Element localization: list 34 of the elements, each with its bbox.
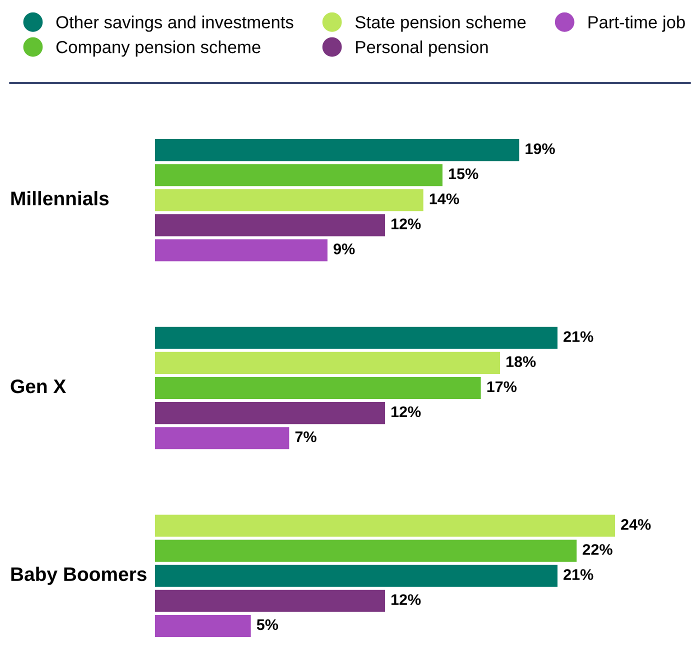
bar bbox=[155, 214, 385, 236]
data-label: 21% bbox=[564, 331, 594, 342]
y-tick-label: Baby Boomers bbox=[11, 566, 146, 585]
bar bbox=[155, 326, 558, 349]
data-label: 21% bbox=[564, 569, 594, 580]
data-label: 19% bbox=[526, 143, 555, 154]
data-label: 7% bbox=[295, 431, 316, 442]
y-tick-label: Gen X bbox=[10, 379, 66, 394]
bar bbox=[155, 139, 520, 162]
bar bbox=[155, 590, 385, 612]
data-label: 15% bbox=[449, 168, 478, 180]
legend-label: Part-time job bbox=[588, 16, 685, 32]
legend-label: Other savings and investments bbox=[56, 16, 294, 32]
bar bbox=[155, 164, 442, 186]
bar bbox=[155, 540, 577, 562]
legend-label: Personal pension bbox=[356, 40, 488, 57]
data-label: 22% bbox=[582, 544, 612, 555]
bar bbox=[155, 614, 251, 637]
data-label: 14% bbox=[430, 193, 460, 204]
data-label: 12% bbox=[392, 594, 421, 605]
bar bbox=[155, 402, 385, 424]
legend-label: State pension scheme bbox=[355, 16, 526, 32]
data-label: 5% bbox=[256, 619, 278, 630]
data-label: 24% bbox=[621, 519, 651, 530]
legend-label: Company pension scheme bbox=[56, 40, 260, 57]
bar bbox=[155, 239, 328, 262]
bar bbox=[155, 352, 500, 374]
data-label: 12% bbox=[392, 218, 421, 230]
data-label: 9% bbox=[334, 244, 355, 254]
data-label: 17% bbox=[487, 381, 517, 392]
bar bbox=[155, 427, 290, 450]
data-label: 12% bbox=[392, 406, 421, 418]
data-label: 18% bbox=[506, 356, 536, 368]
y-tick-label: Millennials bbox=[11, 191, 109, 206]
